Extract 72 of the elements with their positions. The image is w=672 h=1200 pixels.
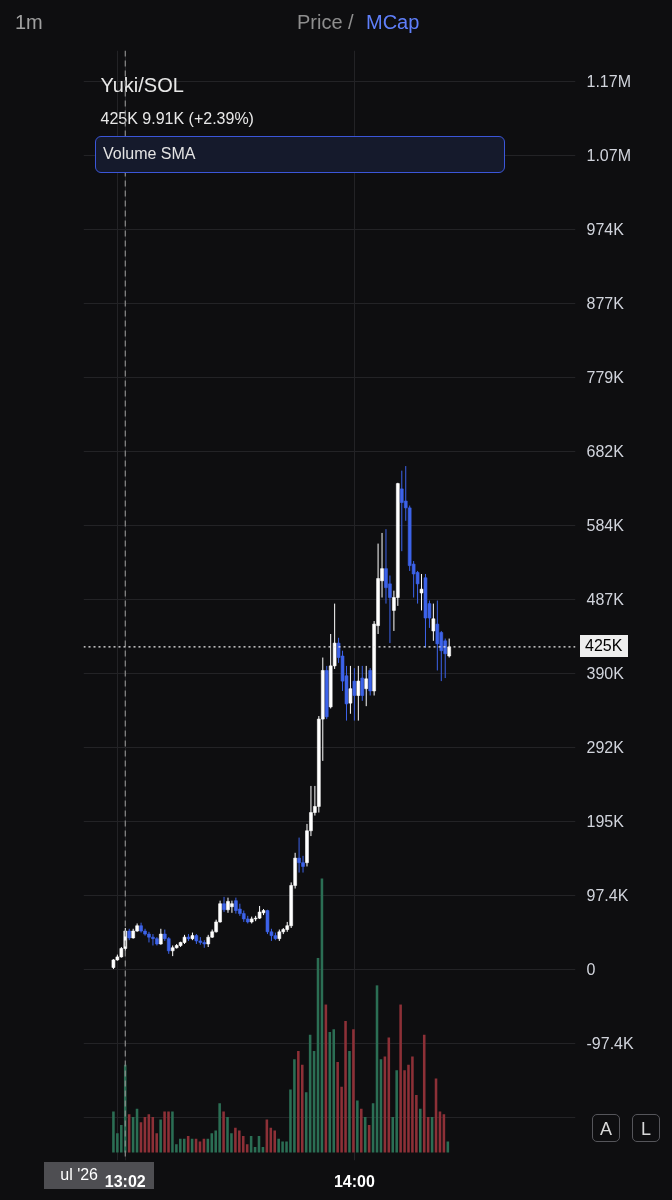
bar	[163, 1111, 166, 1153]
bar	[281, 1141, 284, 1153]
text: MCap	[366, 10, 420, 35]
bar	[226, 1116, 229, 1153]
y-tick-label: 584K	[586, 517, 625, 535]
text: 425K 9.91K (+2.39%)	[100, 110, 254, 127]
bar	[360, 1108, 363, 1153]
y-tick-label: 292K	[586, 739, 625, 757]
bar	[297, 1051, 300, 1153]
candlestick	[352, 667, 357, 722]
bar	[419, 1108, 422, 1153]
candlestick	[297, 837, 301, 874]
bar	[336, 1062, 339, 1153]
bar	[234, 1127, 237, 1153]
bar	[395, 1070, 398, 1153]
bar	[222, 1111, 225, 1153]
x-tick-label: 14:00	[333, 1172, 375, 1190]
bar	[411, 1056, 414, 1153]
bar	[238, 1130, 241, 1153]
y-tick-label: 1.17M	[586, 73, 631, 91]
bar	[171, 1111, 174, 1153]
candlestick	[447, 638, 451, 659]
bar	[422, 1034, 426, 1153]
text: Yuki/SOL	[100, 73, 184, 96]
ref-line-label: 425K	[580, 635, 629, 657]
y-tick-label: 97.4K	[586, 887, 629, 905]
candlestick	[348, 665, 353, 715]
bar	[293, 1059, 296, 1153]
y-tick-label: -97.4K	[586, 1035, 634, 1053]
y-tick-label: 390K	[586, 665, 625, 683]
bar	[167, 1111, 170, 1153]
y-tick-label: 0	[586, 961, 596, 979]
bar	[344, 1020, 347, 1153]
bar	[399, 1004, 402, 1153]
candlestick	[400, 470, 404, 552]
candlestick	[151, 933, 155, 946]
candlestick	[435, 600, 440, 671]
bar	[179, 1138, 182, 1153]
y-tick-label: 195K	[586, 813, 625, 831]
candlestick	[431, 603, 436, 642]
candlestick	[147, 931, 151, 943]
text: A	[592, 1114, 620, 1142]
text: 1m	[15, 10, 43, 35]
y-tick-label: 779K	[586, 369, 625, 387]
y-tick-label: 974K	[586, 221, 625, 239]
bar	[151, 1116, 155, 1153]
text: ul '26	[59, 1165, 98, 1185]
candlestick	[419, 573, 424, 611]
bar	[273, 1130, 277, 1153]
bar	[352, 1029, 355, 1153]
bar	[112, 1111, 115, 1153]
y-tick-label: 1.07M	[586, 147, 631, 165]
candlestick	[368, 667, 372, 697]
text: L	[632, 1114, 660, 1142]
bar	[182, 1138, 186, 1153]
text: Price /	[297, 10, 354, 35]
candlestick	[364, 665, 369, 707]
bar	[332, 1029, 336, 1153]
candlestick	[356, 665, 361, 722]
y-tick-label: 682K	[586, 443, 625, 461]
bar	[218, 1103, 221, 1153]
y-tick-label: 487K	[586, 591, 625, 609]
candlestick	[360, 665, 365, 702]
bar	[356, 1100, 359, 1153]
bar	[159, 1119, 162, 1153]
bar	[348, 1051, 351, 1153]
bar	[277, 1138, 280, 1153]
x-tick-label: 13:02	[104, 1172, 146, 1190]
y-tick-label: 877K	[586, 295, 625, 313]
candlestick	[230, 900, 234, 914]
chart-title: Volume SMA	[103, 144, 196, 164]
candlestick	[222, 896, 226, 913]
